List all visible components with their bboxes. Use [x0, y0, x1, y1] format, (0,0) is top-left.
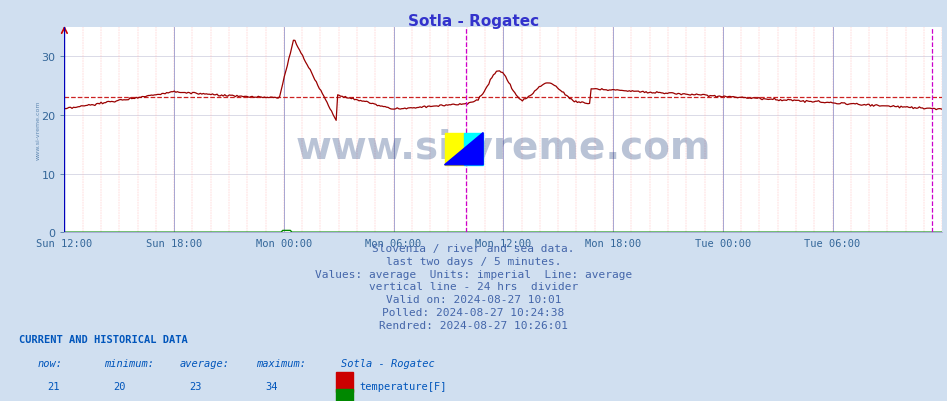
Text: vertical line - 24 hrs  divider: vertical line - 24 hrs divider [369, 282, 578, 292]
Text: Sotla - Rogatec: Sotla - Rogatec [341, 358, 435, 368]
Text: Rendred: 2024-08-27 10:26:01: Rendred: 2024-08-27 10:26:01 [379, 320, 568, 330]
Bar [336, 372, 353, 392]
Text: minimum:: minimum: [104, 358, 154, 368]
Text: Mon 06:00: Mon 06:00 [366, 238, 421, 248]
Text: 34: 34 [265, 381, 277, 391]
Text: Mon 12:00: Mon 12:00 [475, 238, 531, 248]
Text: Mon 00:00: Mon 00:00 [256, 238, 312, 248]
Text: CURRENT AND HISTORICAL DATA: CURRENT AND HISTORICAL DATA [19, 334, 188, 344]
Text: www.si-vreme.com: www.si-vreme.com [36, 101, 41, 160]
Text: 23: 23 [189, 381, 202, 391]
Text: Sun 12:00: Sun 12:00 [36, 238, 93, 248]
Text: Slovenia / river and sea data.: Slovenia / river and sea data. [372, 243, 575, 253]
Text: www.si-vreme.com: www.si-vreme.com [295, 128, 711, 166]
Text: Sotla - Rogatec: Sotla - Rogatec [408, 14, 539, 29]
Bar [464, 133, 483, 165]
Text: 20: 20 [114, 381, 126, 391]
Bar [444, 133, 464, 165]
Polygon shape [444, 133, 483, 165]
Text: last two days / 5 minutes.: last two days / 5 minutes. [385, 256, 562, 266]
Text: Mon 18:00: Mon 18:00 [585, 238, 641, 248]
Text: average:: average: [180, 358, 230, 368]
Text: Sun 18:00: Sun 18:00 [146, 238, 203, 248]
Text: Tue 06:00: Tue 06:00 [804, 238, 861, 248]
Text: Tue 00:00: Tue 00:00 [695, 238, 751, 248]
Text: now:: now: [38, 358, 63, 368]
Text: temperature[F]: temperature[F] [360, 381, 447, 391]
Text: Values: average  Units: imperial  Line: average: Values: average Units: imperial Line: av… [314, 269, 633, 279]
Text: 21: 21 [47, 381, 60, 391]
Text: maximum:: maximum: [256, 358, 306, 368]
Bar [336, 389, 353, 401]
Text: Polled: 2024-08-27 10:24:38: Polled: 2024-08-27 10:24:38 [383, 307, 564, 317]
Text: Valid on: 2024-08-27 10:01: Valid on: 2024-08-27 10:01 [385, 294, 562, 304]
